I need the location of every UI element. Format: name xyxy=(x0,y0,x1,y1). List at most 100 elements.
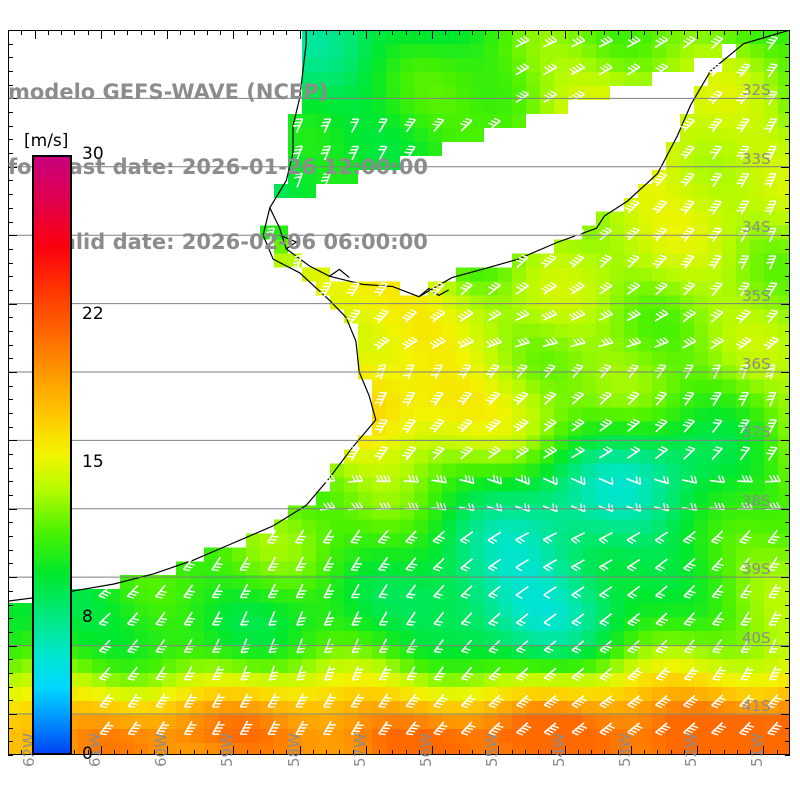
y-axis-tick xyxy=(8,467,13,469)
x-axis-tick xyxy=(273,30,275,35)
y-axis-tick xyxy=(8,481,13,483)
x-axis-tick xyxy=(312,750,314,755)
y-axis-tick xyxy=(8,413,13,415)
x-axis-tick xyxy=(326,30,328,35)
x-axis-tick xyxy=(511,750,513,755)
x-axis-tick xyxy=(8,750,9,755)
y-axis-tick xyxy=(785,289,790,291)
longitude-label: 60W xyxy=(152,733,171,767)
y-axis-tick xyxy=(8,153,13,155)
x-axis-tick xyxy=(617,30,619,35)
longitude-label: 53W xyxy=(615,733,634,767)
x-axis-tick xyxy=(723,750,725,755)
y-axis-tick xyxy=(785,659,790,661)
latitude-label: 35S xyxy=(742,286,771,305)
x-axis-tick xyxy=(127,750,129,755)
x-axis-tick xyxy=(471,30,473,35)
x-axis-tick xyxy=(74,750,76,755)
y-axis-tick xyxy=(785,672,790,674)
x-axis-tick xyxy=(21,750,23,755)
x-axis-tick xyxy=(524,750,526,755)
y-axis-tick xyxy=(8,71,13,73)
y-axis-tick xyxy=(785,426,790,428)
y-axis-tick xyxy=(785,549,790,551)
x-axis-tick xyxy=(604,750,606,755)
x-axis-tick xyxy=(776,750,778,755)
y-axis-tick xyxy=(8,522,13,524)
x-axis-tick xyxy=(114,750,116,755)
y-axis-tick xyxy=(781,371,790,373)
x-axis-tick xyxy=(233,30,235,39)
x-axis-tick xyxy=(630,30,632,39)
latitude-label: 33S xyxy=(742,149,771,168)
y-axis-tick xyxy=(8,303,17,305)
y-axis-tick xyxy=(781,235,790,237)
y-axis-tick xyxy=(785,536,790,538)
x-axis-tick xyxy=(657,30,659,35)
y-axis-tick xyxy=(8,618,13,620)
x-axis-tick xyxy=(114,30,116,35)
y-axis-tick xyxy=(785,454,790,456)
y-axis-tick xyxy=(785,399,790,401)
y-axis-tick xyxy=(785,467,790,469)
y-axis-tick xyxy=(785,248,790,250)
x-axis-tick xyxy=(220,750,222,755)
latitude-label: 38S xyxy=(742,491,771,510)
x-axis-tick xyxy=(723,30,725,35)
y-axis-tick xyxy=(8,508,17,510)
y-axis-tick xyxy=(8,344,13,346)
y-axis-tick xyxy=(785,413,790,415)
y-axis-tick xyxy=(781,98,790,100)
x-axis-tick xyxy=(299,746,301,755)
y-axis-tick xyxy=(785,207,790,209)
x-axis-tick xyxy=(511,30,513,35)
y-axis-tick xyxy=(785,221,790,223)
x-axis-tick xyxy=(750,30,752,35)
y-axis-tick xyxy=(781,577,790,579)
x-axis-tick xyxy=(418,30,420,35)
x-axis-tick xyxy=(710,750,712,755)
x-axis-tick xyxy=(180,750,182,755)
x-axis-tick xyxy=(644,750,646,755)
y-axis-tick xyxy=(781,166,790,168)
x-axis-tick xyxy=(87,750,89,755)
y-axis-tick xyxy=(781,303,790,305)
colorbar-unit-label: [m/s] xyxy=(24,131,69,151)
y-axis-tick xyxy=(785,727,790,729)
x-axis-tick xyxy=(577,750,579,755)
y-axis-tick xyxy=(8,577,17,579)
y-axis-tick xyxy=(8,43,13,45)
y-axis-tick xyxy=(8,399,13,401)
latitude-label: 37S xyxy=(742,423,771,442)
x-axis-tick xyxy=(418,750,420,755)
x-axis-tick xyxy=(683,30,685,35)
colorbar-tick-label: 22 xyxy=(82,304,104,325)
x-axis-tick xyxy=(87,30,89,35)
x-axis-tick xyxy=(670,750,672,755)
y-axis-tick xyxy=(8,194,13,196)
longitude-label: 57W xyxy=(350,733,369,767)
x-axis-tick xyxy=(750,750,752,755)
y-axis-tick xyxy=(785,125,790,127)
x-axis-tick xyxy=(405,750,407,755)
colorbar[interactable] xyxy=(32,155,72,755)
x-axis-tick xyxy=(299,30,301,39)
y-axis-tick xyxy=(785,194,790,196)
x-axis-tick xyxy=(458,30,460,35)
x-axis-tick xyxy=(657,750,659,755)
y-axis-tick xyxy=(785,317,790,319)
y-axis-tick xyxy=(8,495,13,497)
y-axis-tick xyxy=(785,481,790,483)
x-axis-tick xyxy=(220,30,222,35)
x-axis-tick xyxy=(776,30,778,35)
x-axis-tick xyxy=(432,30,434,39)
y-axis-tick xyxy=(8,755,13,756)
x-axis-tick xyxy=(339,30,341,35)
x-axis-tick xyxy=(246,30,248,35)
y-axis-tick xyxy=(8,317,13,319)
map-plot-area[interactable] xyxy=(8,30,790,755)
x-axis-tick xyxy=(365,746,367,755)
y-axis-tick xyxy=(8,276,13,278)
latitude-label: 40S xyxy=(742,628,771,647)
x-axis-tick xyxy=(670,30,672,35)
